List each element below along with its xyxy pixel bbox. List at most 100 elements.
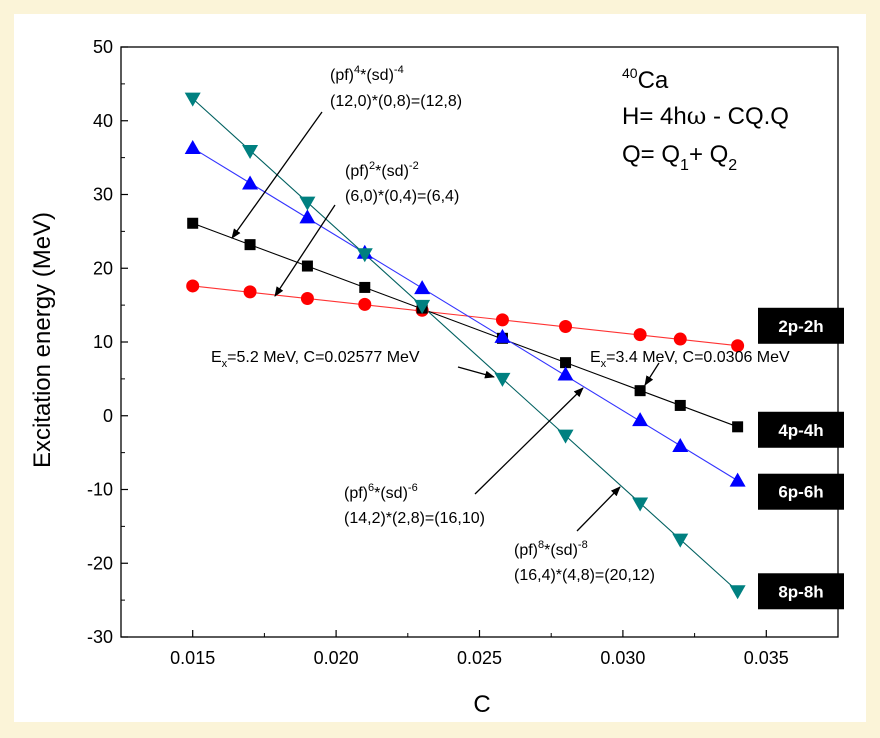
fit-line-8p-8h — [192, 98, 738, 592]
point-2p-2h — [633, 328, 647, 342]
point-2p-2h — [495, 313, 509, 327]
annotation-2p2h-line2: (6,0)*(0,4)=(6,4) — [345, 188, 459, 205]
point-6p-6h — [184, 140, 201, 155]
x-tick-label: 0.015 — [170, 648, 215, 668]
annotation-8p8h-line2: (16,4)*(4,8)=(20,12) — [514, 567, 655, 584]
data-points — [184, 92, 746, 600]
x-tick-label: 0.030 — [600, 648, 645, 668]
x-tick-label: 0.020 — [314, 648, 359, 668]
annotation-6p6h: (pf)6*(sd)-6 (14,2)*(2,8)=(16,10) — [344, 387, 584, 527]
annotation-8p8h-line1: (pf)8*(sd)-8 — [514, 539, 588, 559]
annotation-4p4h: (pf)4*(sd)-4 (12,0)*(0,8)=(12,8) — [231, 64, 462, 239]
plot-border — [120, 46, 839, 638]
point-8p-8h — [632, 497, 649, 512]
crossing-2-label: Ex=3.4 MeV, C=0.0306 MeV — [590, 349, 790, 370]
point-8p-8h — [299, 196, 316, 211]
y-tick-label: -10 — [87, 480, 113, 500]
y-tick-label: 40 — [93, 111, 113, 131]
nucleus-label: 40Ca — [622, 65, 669, 94]
annotation-2p2h-line1: (pf)2*(sd)-2 — [345, 160, 419, 180]
y-axis-title: Excitation energy (MeV) — [29, 212, 56, 468]
fit-line-4p-4h — [192, 222, 738, 428]
x-tick-label: 0.025 — [457, 648, 502, 668]
badge-label: 8p-8h — [778, 582, 823, 601]
point-4p-4h — [732, 421, 744, 433]
point-4p-4h — [187, 217, 199, 229]
y-tick-label: 20 — [93, 258, 113, 278]
badge-label: 4p-4h — [778, 421, 823, 440]
point-8p-8h — [356, 248, 373, 263]
point-6p-6h — [557, 366, 574, 381]
point-6p-6h — [632, 412, 649, 427]
point-8p-8h — [557, 429, 574, 444]
crossing-2-arrow — [644, 362, 660, 386]
annotation-6p6h-line2: (14,2)*(2,8)=(16,10) — [344, 510, 485, 527]
badge-label: 6p-6h — [778, 483, 823, 502]
y-tick-label: 0 — [103, 406, 113, 426]
point-8p-8h — [414, 299, 431, 314]
crossing-annotation-2: Ex=3.4 MeV, C=0.0306 MeV — [590, 349, 790, 386]
figure-frame — [14, 14, 866, 722]
point-4p-4h — [359, 281, 371, 293]
quadrupole-label: Q= Q1+ Q2 — [622, 141, 737, 174]
fit-line-2p-2h — [192, 285, 738, 347]
crossing-1-label: Ex=5.2 MeV, C=0.02577 MeV — [211, 349, 420, 370]
y-tick-label: 30 — [93, 185, 113, 205]
point-6p-6h — [672, 437, 689, 452]
badge-6p-6h: 6p-6h — [758, 473, 844, 510]
series-badges: 2p-2h 4p-4h 6p-6h 8p-8h — [758, 307, 844, 610]
point-2p-2h — [559, 320, 573, 334]
info-block: 40Ca H= 4hω - CQ.Q Q= Q1+ Q2 — [622, 65, 789, 174]
badge-background — [758, 307, 844, 344]
annotation-8p8h: (pf)8*(sd)-8 (16,4)*(4,8)=(20,12) — [514, 486, 655, 584]
crossing-annotation-1: Ex=5.2 MeV, C=0.02577 MeV — [211, 349, 495, 379]
point-8p-8h — [242, 144, 259, 159]
point-6p-6h — [414, 280, 431, 295]
badge-background — [758, 411, 844, 448]
badge-background — [758, 573, 844, 610]
point-6p-6h — [494, 328, 511, 343]
y-tick-label: 10 — [93, 332, 113, 352]
y-tick-label: 50 — [93, 37, 113, 57]
point-4p-4h — [301, 260, 313, 272]
badge-2p-2h: 2p-2h — [758, 307, 844, 344]
point-4p-4h — [634, 385, 646, 397]
point-6p-6h — [299, 209, 316, 224]
badge-8p-8h: 8p-8h — [758, 573, 844, 610]
point-8p-8h — [494, 372, 511, 387]
y-tick-label: -20 — [87, 553, 113, 573]
badge-background — [758, 473, 844, 510]
annotation-6p6h-arrow — [474, 387, 584, 495]
point-2p-2h — [731, 339, 745, 353]
point-6p-6h — [729, 472, 746, 487]
point-2p-2h — [673, 332, 687, 346]
annotation-2p2h-arrow — [274, 204, 336, 297]
crossing-1-arrow — [457, 366, 495, 379]
badge-4p-4h: 4p-4h — [758, 411, 844, 448]
point-2p-2h — [358, 297, 372, 311]
point-4p-4h — [244, 239, 256, 251]
axes: -30 -20 -10 0 10 20 30 40 50 0.015 0.020 0.025 0.030… — [87, 37, 839, 668]
annotation-4p4h-arrow — [231, 111, 323, 239]
point-2p-2h — [186, 279, 200, 293]
annotation-2p2h: (pf)2*(sd)-2 (6,0)*(0,4)=(6,4) — [274, 160, 459, 297]
annotation-4p4h-line1: (pf)4*(sd)-4 — [330, 64, 404, 84]
point-2p-2h — [300, 291, 314, 305]
point-2p-2h — [243, 285, 257, 299]
x-axis-title: C — [473, 691, 490, 718]
annotation-8p8h-arrow — [576, 486, 621, 532]
annotation-6p6h-line1: (pf)6*(sd)-6 — [344, 482, 418, 502]
hamiltonian-label: H= 4hω - CQ.Q — [622, 102, 789, 130]
annotation-4p4h-line2: (12,0)*(0,8)=(12,8) — [330, 93, 462, 110]
point-6p-6h — [242, 175, 259, 190]
y-tick-label: -30 — [87, 627, 113, 647]
point-8p-8h — [672, 533, 689, 548]
fit-line-6p-6h — [192, 147, 738, 482]
point-8p-8h — [729, 585, 746, 600]
point-4p-4h — [674, 399, 686, 411]
point-4p-4h — [560, 357, 572, 369]
point-8p-8h — [184, 92, 201, 107]
x-tick-label: 0.035 — [744, 648, 789, 668]
badge-label: 2p-2h — [778, 317, 823, 336]
